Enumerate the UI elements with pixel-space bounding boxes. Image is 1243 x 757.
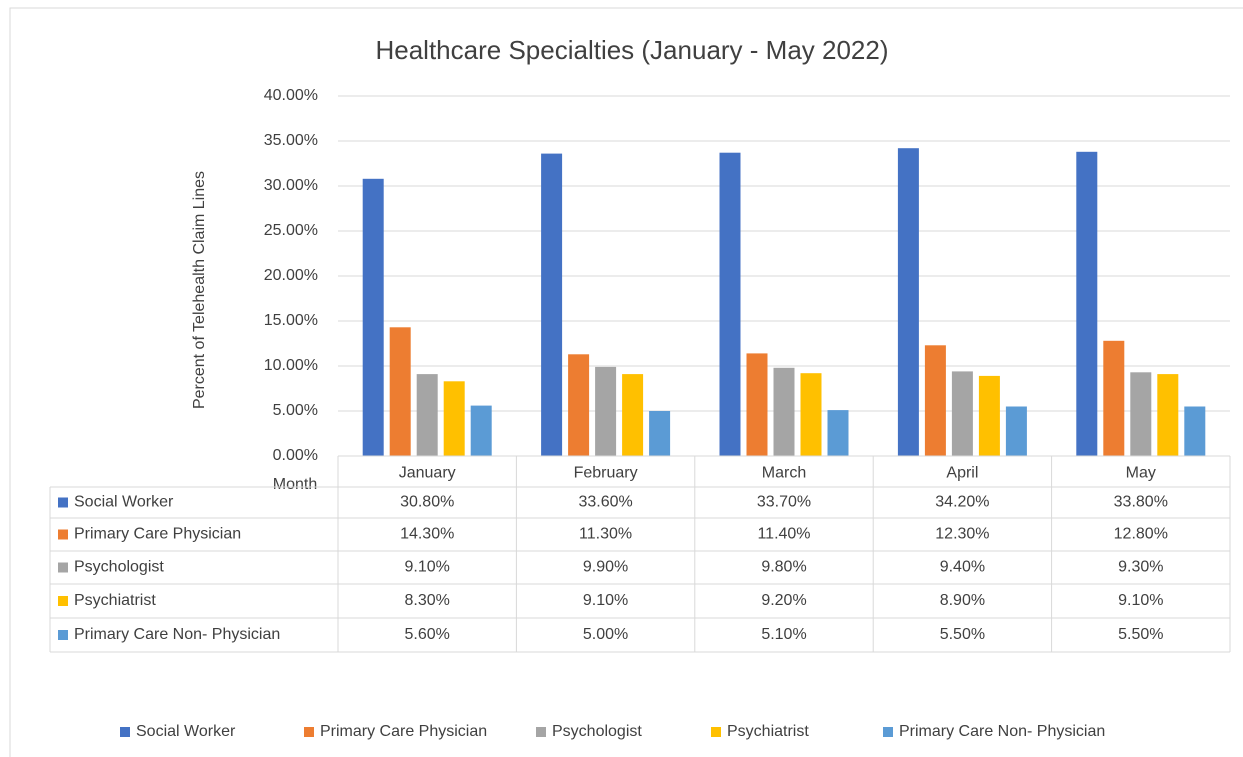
x-tick-label: March bbox=[762, 465, 806, 482]
bar bbox=[389, 327, 411, 456]
legend-label: Psychiatrist bbox=[727, 723, 809, 740]
table-cell: 11.30% bbox=[579, 526, 632, 543]
table-cell: 9.10% bbox=[1118, 592, 1163, 609]
table-cell: 11.40% bbox=[757, 526, 810, 543]
table-row-label: Psychologist bbox=[74, 559, 164, 576]
bar bbox=[416, 374, 438, 456]
legend-key bbox=[711, 727, 721, 737]
table-legend-key bbox=[58, 630, 68, 640]
table-cell: 33.80% bbox=[1114, 494, 1168, 511]
y-tick-label: 10.00% bbox=[264, 357, 318, 374]
bar bbox=[1157, 374, 1179, 456]
table-cell: 5.50% bbox=[1118, 626, 1163, 643]
y-tick-label: 5.00% bbox=[273, 402, 318, 419]
legend-label: Social Worker bbox=[136, 723, 236, 740]
y-tick-label: 25.00% bbox=[264, 222, 318, 239]
y-tick-label: 0.00% bbox=[273, 447, 318, 464]
bar bbox=[951, 371, 973, 456]
table-cell: 8.30% bbox=[405, 592, 450, 609]
table-cell: 5.00% bbox=[583, 626, 628, 643]
bar bbox=[622, 374, 644, 456]
table-cell: 9.20% bbox=[761, 592, 806, 609]
bar bbox=[1103, 340, 1125, 456]
table-cell: 33.60% bbox=[578, 494, 632, 511]
table-cell: 12.30% bbox=[935, 526, 989, 543]
bar bbox=[746, 353, 768, 456]
legend-label: Primary Care Non- Physician bbox=[899, 723, 1105, 740]
bar bbox=[443, 381, 465, 456]
y-axis-label: Percent of Telehealth Claim Lines bbox=[191, 171, 208, 409]
x-tick-label: April bbox=[946, 465, 978, 482]
table-cell: 9.90% bbox=[583, 559, 628, 576]
legend-label: Psychologist bbox=[552, 723, 642, 740]
x-tick-label: May bbox=[1126, 465, 1156, 482]
y-tick-label: 40.00% bbox=[264, 87, 318, 104]
y-tick-label: 35.00% bbox=[264, 132, 318, 149]
y-tick-label: 30.00% bbox=[264, 177, 318, 194]
table-cell: 33.70% bbox=[757, 494, 811, 511]
bar bbox=[1184, 406, 1206, 456]
y-tick-label: 15.00% bbox=[264, 312, 318, 329]
bar bbox=[924, 345, 946, 456]
table-cell: 5.60% bbox=[405, 626, 450, 643]
table-cell: 9.80% bbox=[761, 559, 806, 576]
table-legend-key bbox=[58, 562, 68, 573]
bar bbox=[595, 366, 617, 456]
bar bbox=[719, 152, 741, 456]
bar bbox=[978, 375, 1000, 456]
table-cell: 9.30% bbox=[1118, 559, 1163, 576]
table-cell: 30.80% bbox=[400, 494, 454, 511]
table-legend-key bbox=[58, 596, 68, 606]
legend-key bbox=[883, 727, 893, 737]
table-cell: 9.40% bbox=[940, 559, 985, 576]
table-cell: 12.80% bbox=[1114, 526, 1168, 543]
x-tick-label: February bbox=[574, 465, 638, 482]
bar bbox=[1076, 151, 1098, 457]
table-cell: 9.10% bbox=[405, 559, 450, 576]
bar bbox=[773, 367, 795, 456]
bar bbox=[897, 148, 919, 456]
bar bbox=[541, 153, 563, 456]
legend-key bbox=[536, 727, 546, 737]
bar bbox=[1130, 372, 1152, 456]
bar bbox=[362, 178, 384, 457]
table-row-label: Social Worker bbox=[74, 494, 174, 511]
legend-label: Primary Care Physician bbox=[320, 723, 487, 740]
x-axis-label: Month bbox=[273, 476, 317, 493]
chart-frame bbox=[9, 7, 1243, 757]
bar bbox=[470, 405, 492, 456]
legend-key bbox=[120, 727, 130, 737]
bar bbox=[1005, 406, 1027, 456]
table-cell: 9.10% bbox=[583, 592, 628, 609]
legend-key bbox=[304, 727, 314, 737]
table-row-label: Psychiatrist bbox=[74, 592, 156, 609]
y-tick-label: 20.00% bbox=[264, 267, 318, 284]
table-legend-key bbox=[58, 497, 68, 508]
x-tick-label: January bbox=[399, 465, 456, 482]
table-legend-key bbox=[58, 529, 68, 540]
chart-title: Healthcare Specialties (January - May 20… bbox=[375, 35, 888, 65]
table-cell: 34.20% bbox=[935, 494, 989, 511]
table-row-label: Primary Care Non- Physician bbox=[74, 626, 280, 643]
table-cell: 14.30% bbox=[400, 526, 454, 543]
bar bbox=[800, 373, 822, 456]
bar bbox=[827, 410, 849, 456]
bar bbox=[568, 354, 590, 456]
table-cell: 5.10% bbox=[761, 626, 806, 643]
bar bbox=[649, 411, 671, 456]
table-cell: 5.50% bbox=[940, 626, 985, 643]
table-cell: 8.90% bbox=[940, 592, 985, 609]
table-row-label: Primary Care Physician bbox=[74, 526, 241, 543]
